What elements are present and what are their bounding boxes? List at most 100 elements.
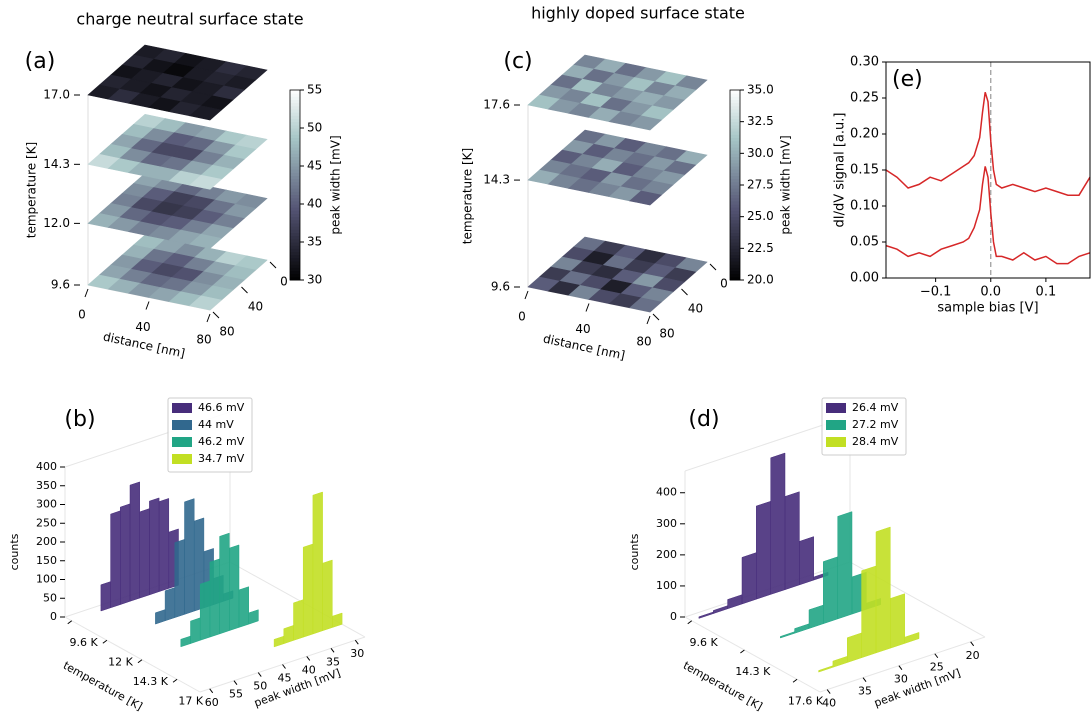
y-tick-label: 12 K: [108, 655, 133, 668]
x-tick: [898, 665, 903, 670]
z-tick-label: 150: [36, 554, 57, 567]
histogram-bar: [875, 526, 891, 654]
colorbar-step: [730, 178, 740, 183]
colorbar-step: [730, 213, 740, 218]
y-tick: [709, 263, 717, 271]
colorbar-step: [290, 248, 300, 252]
histogram-bar: [302, 543, 314, 638]
colorbar-step: [290, 166, 300, 170]
x-axis-label: distance [nm]: [102, 330, 186, 361]
x-tick-label: 0: [78, 308, 86, 322]
histogram-bar: [129, 481, 140, 602]
z-axis-label: temperature [K]: [461, 148, 475, 244]
x-tick: [257, 672, 262, 677]
x-tick-label: 0.0: [980, 285, 1001, 300]
colorbar-step: [290, 102, 300, 107]
y-tick: [687, 620, 693, 625]
y-tick-label: 9.6 K: [70, 636, 99, 649]
colorbar-step: [290, 159, 300, 164]
y-tick: [652, 313, 660, 321]
pane-edge: [819, 636, 986, 693]
colorbar-step: [730, 115, 740, 119]
colorbar-step: [290, 121, 300, 126]
histogram-bar: [808, 604, 824, 629]
colorbar-step: [290, 105, 300, 110]
colorbar-step: [290, 143, 300, 148]
axes-frame: [885, 61, 1091, 279]
colorbar-step: [730, 105, 740, 110]
colorbar-step: [290, 216, 300, 221]
x-tick: [524, 290, 529, 300]
histogram-bar: [180, 635, 191, 648]
colorbar-step: [730, 264, 740, 268]
colorbar-step: [730, 162, 740, 167]
x-tick-label: 30: [894, 673, 908, 686]
histogram-bar: [238, 586, 249, 628]
legend-swatch: [826, 437, 846, 447]
y-tick-label: 0: [720, 277, 728, 291]
legend-label: 28.4 mV: [852, 435, 899, 448]
colorbar-step: [290, 267, 300, 271]
x-tick: [282, 664, 286, 669]
colorbar-step: [290, 197, 300, 202]
colorbar-tick-label: 22.5: [747, 241, 774, 255]
colorbar-label: peak width [mV]: [779, 135, 793, 234]
colorbar-step: [290, 93, 300, 97]
colorbar-tick-label: 45: [307, 159, 322, 173]
data-line: [885, 91, 1091, 196]
histogram-bar: [698, 611, 714, 619]
colorbar-step: [290, 219, 300, 224]
x-tick: [934, 653, 939, 659]
colorbar-step: [290, 118, 300, 123]
x-tick-label: 25: [930, 661, 944, 674]
colorbar-step: [730, 200, 740, 205]
y-tick-label: 9.6 K: [690, 636, 719, 649]
colorbar-tick-label: 55: [307, 83, 322, 97]
y-tick-label: 40: [688, 302, 703, 316]
colorbar-step: [290, 257, 300, 262]
colorbar-step: [730, 156, 740, 161]
panel-title: charge neutral surface state: [76, 10, 303, 29]
y-tick-label: 0: [280, 275, 288, 289]
histogram-bar: [837, 511, 853, 620]
panel-label: (b): [64, 407, 95, 432]
colorbar-step: [730, 140, 740, 145]
panel-title: highly doped surface state: [531, 4, 745, 23]
legend-swatch: [172, 454, 192, 464]
colorbar-tick-label: 20.0: [747, 273, 774, 287]
y-tick: [102, 639, 108, 644]
histogram-bar: [332, 612, 343, 628]
histogram-bar: [248, 609, 259, 625]
colorbar-step: [730, 270, 740, 275]
histogram-bar: [164, 587, 176, 622]
x-tick-label: 30: [350, 647, 364, 660]
colorbar-step: [730, 121, 740, 126]
colorbar-step: [290, 147, 300, 151]
x-tick-label: 50: [253, 680, 267, 693]
z-tick-label: 14.3: [483, 173, 510, 187]
colorbar-frame: [289, 89, 301, 281]
histogram-bar: [823, 556, 838, 625]
x-axis-label: distance [nm]: [542, 332, 626, 363]
colorbar-step: [730, 150, 740, 154]
colorbar-step: [730, 93, 740, 97]
colorbar-step: [290, 162, 300, 167]
y-tick-label: 80: [219, 325, 234, 339]
x-tick-label: 40: [575, 322, 590, 336]
colorbar-step: [290, 245, 300, 249]
colorbar-step: [730, 257, 740, 262]
x-tick-label: 40: [302, 663, 316, 676]
colorbar-step: [730, 147, 740, 151]
histogram-bar: [904, 632, 920, 644]
x-tick: [646, 315, 651, 325]
x-tick-label: 0.1: [1036, 285, 1057, 300]
histogram-bar: [832, 655, 848, 668]
y-tick: [67, 620, 73, 625]
colorbar-step: [730, 169, 740, 173]
z-tick-label: 0: [670, 610, 677, 623]
y-tick-label: 14.3 K: [735, 665, 771, 678]
colorbar-step: [290, 181, 300, 186]
colorbar-step: [730, 188, 740, 192]
z-tick-label: 400: [656, 486, 677, 499]
